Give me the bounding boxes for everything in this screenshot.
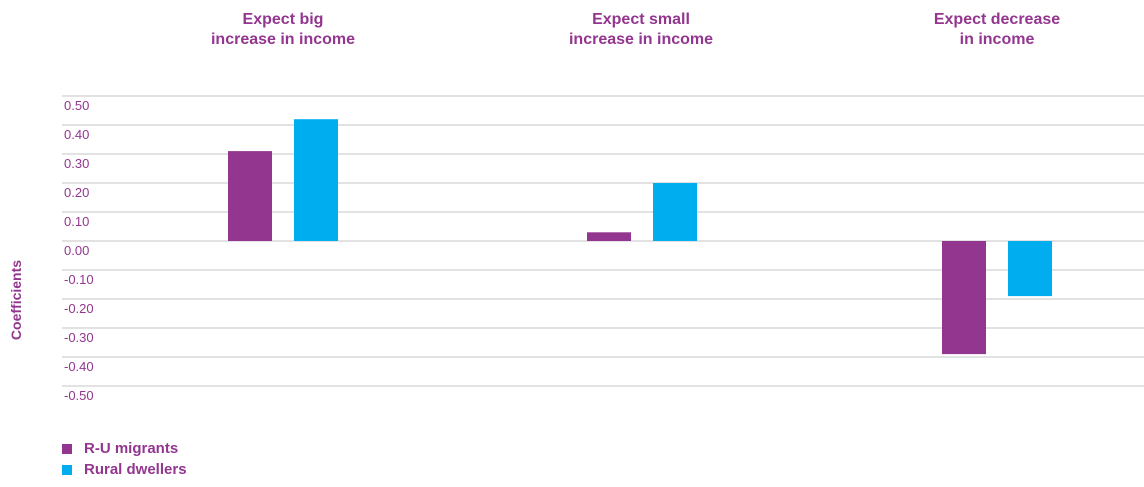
category-title-0: Expect big increase in income: [153, 10, 413, 50]
bar-ru-migrants-1: [587, 232, 631, 241]
legend-label-rural-dwellers: Rural dwellers: [84, 461, 187, 478]
category-title-2-line-1: Expect decrease: [933, 11, 1061, 28]
category-title-1-line-2: increase in income: [568, 31, 714, 48]
category-title-1: Expect small increase in income: [511, 10, 771, 50]
y-tick-label: -0.20: [64, 301, 94, 316]
legend-swatch-rural-dwellers: [62, 464, 72, 475]
legend-item-ru-migrants: R-U migrants: [62, 438, 187, 459]
gridlines: [62, 95, 1144, 387]
category-title-2: Expect decrease in income: [867, 10, 1127, 50]
bar-ru-migrants-2: [942, 241, 986, 355]
bar-rural-dwellers-0: [294, 119, 338, 241]
bar-chart: 0.50 0.40 0.30 0.20 0.10 0.00 -0.10 -0.20 -0.30 -…: [62, 95, 1144, 403]
bar-rural-dwellers-2: [1008, 241, 1052, 297]
category-title-1-line-1: Expect small: [592, 11, 690, 28]
bar-rural-dwellers-1: [653, 183, 697, 241]
y-tick-label: 0.00: [64, 243, 89, 258]
category-title-0-line-1: Expect big: [242, 11, 324, 28]
y-tick-label: 0.10: [64, 214, 89, 229]
y-tick-label: 0.20: [64, 185, 89, 200]
y-tick-label: 0.50: [64, 98, 89, 113]
category-title-0-line-2: increase in income: [210, 31, 356, 48]
y-tick-label: -0.50: [64, 388, 94, 403]
legend: R-U migrants Rural dwellers: [62, 438, 187, 480]
y-tick-label: -0.30: [64, 330, 94, 345]
bar-ru-migrants-0: [228, 151, 272, 241]
legend-label-ru-migrants: R-U migrants: [84, 440, 179, 457]
y-tick-label: 0.30: [64, 156, 89, 171]
category-title-2-line-2: in income: [959, 31, 1035, 48]
y-tick-label: 0.40: [64, 127, 89, 142]
legend-item-rural-dwellers: Rural dwellers: [62, 459, 187, 480]
y-tick-label: -0.40: [64, 359, 94, 374]
y-tick-labels: 0.50 0.40 0.30 0.20 0.10 0.00 -0.10 -0.20 -0.30 -…: [64, 98, 94, 403]
bars: [228, 119, 1052, 355]
y-tick-label: -0.10: [64, 272, 94, 287]
legend-swatch-ru-migrants: [62, 443, 72, 454]
